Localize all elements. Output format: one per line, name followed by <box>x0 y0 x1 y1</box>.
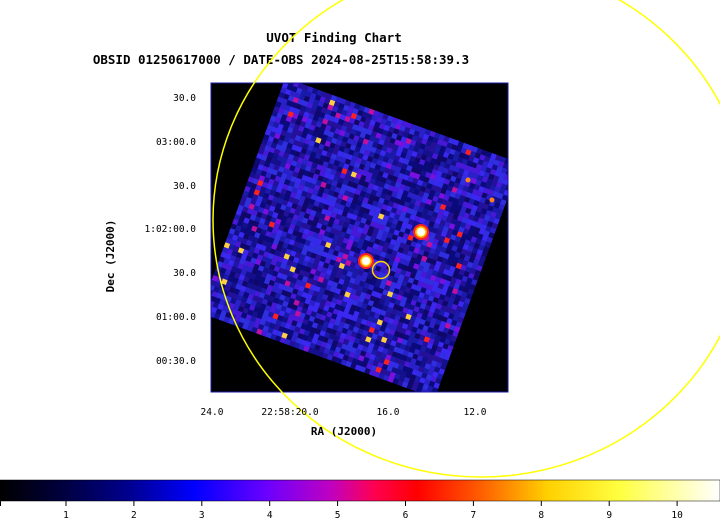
plot-frame <box>210 82 509 393</box>
x-tick-label: 16.0 <box>377 407 400 418</box>
y-tick-label: 30.0 <box>173 268 196 279</box>
uvot-image <box>211 83 508 392</box>
chart-subtitle: OBSID 01250617000 / DATE-OBS 2024-08-25T… <box>93 52 469 67</box>
colorbar-ticks: 1 2 3 4 5 6 7 8 9 10 <box>0 501 683 521</box>
image-tile <box>211 83 508 392</box>
y-tick-label: 1:02:00.0 <box>145 224 197 235</box>
bright-star <box>417 228 425 236</box>
y-tick-label: 00:30.0 <box>156 356 196 367</box>
x-axis-label: RA (J2000) <box>311 425 377 438</box>
chart-title: UVOT Finding Chart <box>266 30 401 45</box>
colorbar <box>0 479 720 502</box>
y-tick-label: 01:00.0 <box>156 312 196 323</box>
colorbar-tick-label: 3 <box>199 510 205 521</box>
colorbar-tick-label: 9 <box>606 510 612 521</box>
colorbar-tick-label: 5 <box>335 510 341 521</box>
y-tick-label: 03:00.0 <box>156 137 196 148</box>
image-pixels <box>211 86 508 392</box>
colorbar-tick-label: 2 <box>131 510 137 521</box>
image-pixels <box>211 87 508 391</box>
y-axis-ticks: 30.0 03:00.0 30.0 1:02:00.0 30.0 01:00.0 00:30… <box>145 93 197 367</box>
x-tick-label: 22:58:20.0 <box>261 407 318 418</box>
image-pixels <box>211 84 508 392</box>
x-tick-label: 24.0 <box>201 407 224 418</box>
image-pixels <box>211 83 508 392</box>
error-circle <box>212 0 720 478</box>
image-pixels <box>212 88 508 385</box>
bright-star <box>362 257 370 265</box>
colorbar-tick-label: 6 <box>403 510 409 521</box>
colorbar-tick-label: 7 <box>471 510 477 521</box>
y-tick-label: 30.0 <box>173 181 196 192</box>
y-tick-label: 30.0 <box>173 93 196 104</box>
target-circle <box>371 260 391 280</box>
y-axis-label: Dec (J2000) <box>104 220 117 293</box>
image-pixels <box>211 83 508 383</box>
colorbar-tick-label: 10 <box>671 510 683 521</box>
colorbar-tick-label: 1 <box>63 510 69 521</box>
colorbar-tick-label: 4 <box>267 510 273 521</box>
faint-source <box>465 177 471 183</box>
image-pixels <box>214 83 508 392</box>
x-tick-label: 12.0 <box>464 407 487 418</box>
colorbar-tick-label: 8 <box>538 510 544 521</box>
x-axis-ticks: 24.0 22:58:20.0 16.0 12.0 <box>201 407 487 418</box>
faint-source <box>489 197 495 203</box>
